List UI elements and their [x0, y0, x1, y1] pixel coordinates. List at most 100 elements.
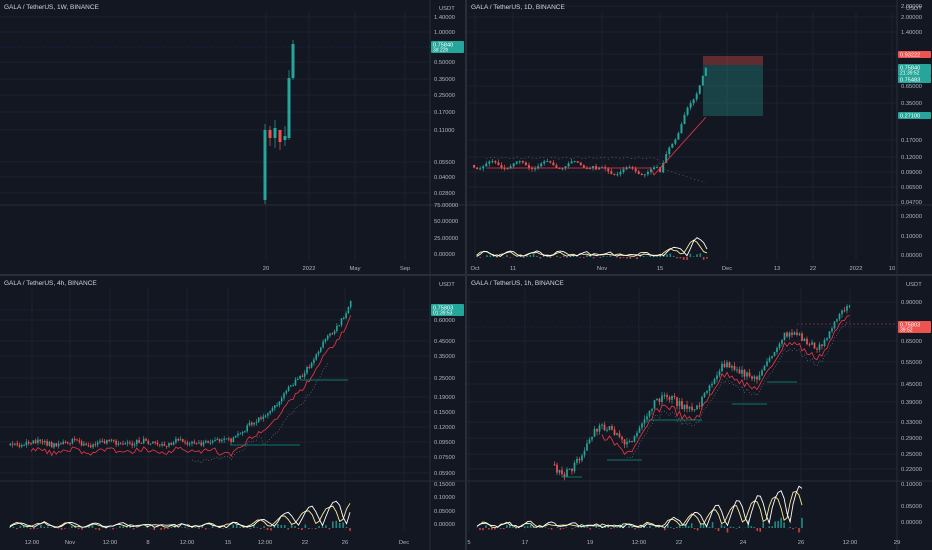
- candle-body: [808, 344, 811, 346]
- candle-body: [665, 154, 668, 163]
- histogram-bar: [71, 525, 73, 528]
- candle-body: [246, 425, 248, 432]
- candle-body: [46, 441, 48, 446]
- price-tick-label: 0.09500: [434, 440, 455, 446]
- chart-pane-1h[interactable]: USDT 0.90000 0.65000 0.55000 0.45000 0.39000 0…: [467, 276, 932, 550]
- histogram-bar: [589, 528, 592, 530]
- candle-body: [689, 103, 692, 108]
- candle-body: [106, 440, 108, 444]
- candle-body: [263, 130, 267, 200]
- candle-body: [766, 361, 768, 366]
- histogram-bar: [601, 525, 604, 528]
- candle-body: [145, 438, 147, 441]
- candle-body: [616, 433, 618, 436]
- candle-body: [9, 443, 12, 446]
- histogram-bar: [565, 527, 568, 528]
- candle-body: [588, 168, 591, 170]
- histogram-bar: [342, 522, 344, 528]
- histogram-bar: [696, 528, 699, 531]
- candle-body: [209, 442, 212, 444]
- candle-body: [776, 348, 778, 353]
- histogram-bar: [569, 256, 572, 257]
- candle-body: [11, 443, 14, 445]
- candle-body: [658, 398, 661, 402]
- candle-body: [299, 375, 301, 379]
- histogram-bar: [211, 525, 214, 528]
- chart-pane-4h[interactable]: USDT 0.60000 0.45000 0.35000 0.25000 0.19000 0…: [0, 276, 465, 550]
- histogram-bar: [201, 525, 204, 528]
- candle-body: [136, 439, 138, 445]
- candle-body: [696, 405, 698, 410]
- candle-body: [731, 365, 733, 368]
- histogram-bar: [98, 528, 101, 531]
- candle-body: [756, 376, 758, 380]
- candle-body: [643, 174, 646, 176]
- candle-body: [67, 442, 69, 444]
- histogram-bar: [476, 254, 478, 257]
- indicator-tick-label: 0.00000: [434, 252, 455, 258]
- histogram-bar: [583, 526, 586, 528]
- histogram-bar: [526, 255, 528, 257]
- candle-body: [673, 395, 676, 398]
- price-tick-label: 0.33000: [901, 420, 922, 426]
- candle-body: [527, 165, 530, 168]
- time-tick-label: 22: [302, 540, 308, 546]
- time-tick-label: 13: [774, 266, 780, 272]
- histogram-bar: [636, 257, 638, 260]
- candle-body: [268, 130, 272, 138]
- candle-body: [563, 474, 566, 477]
- 4h-chart-svg[interactable]: USDT 0.60000 0.45000 0.35000 0.25000 0.19000 0…: [0, 276, 465, 550]
- histogram-bar: [696, 254, 698, 257]
- candle-body: [831, 328, 833, 332]
- histogram-bar: [720, 524, 723, 528]
- candle-body: [278, 130, 282, 142]
- candle-body: [179, 439, 182, 441]
- chart-pane-weekly[interactable]: USDT 1.40000 1.00000 0.50000 0.35000 0.25000 0…: [0, 0, 465, 274]
- histogram-bar: [604, 525, 607, 528]
- histogram-bar: [634, 528, 636, 530]
- pane-title: GALA / TetherUS, 1W, BINANCE: [4, 4, 99, 11]
- histogram-bar: [649, 254, 652, 257]
- candle-body: [638, 427, 641, 433]
- price-label-countdown: 21:39:52: [900, 71, 920, 77]
- 1h-chart-svg[interactable]: USDT 0.90000 0.65000 0.55000 0.45000 0.39000 0…: [467, 276, 932, 550]
- histogram-bar: [496, 257, 498, 258]
- histogram-bar: [616, 526, 618, 528]
- candle-body: [349, 301, 352, 308]
- candle-body: [317, 351, 320, 355]
- histogram-bar: [280, 524, 283, 528]
- histogram-bar: [646, 527, 648, 528]
- histogram-bar: [321, 526, 324, 528]
- histogram-bar: [95, 528, 97, 530]
- candle-body: [698, 405, 701, 407]
- candle-body: [841, 310, 843, 315]
- moving-average-line: [30, 314, 352, 457]
- histogram-bar: [675, 526, 678, 528]
- candle-body: [297, 378, 299, 380]
- candle-body: [283, 393, 285, 399]
- candle-body: [228, 438, 230, 440]
- chart-pane-daily[interactable]: USDT2.800002.000001.400001.000000.650000…: [467, 0, 932, 274]
- histogram-bar: [626, 257, 628, 259]
- price-label-countdown: 3d 22h: [433, 48, 449, 54]
- histogram-bar: [304, 524, 307, 528]
- candle-body: [473, 165, 476, 168]
- candle-body: [570, 161, 573, 164]
- candle-body: [122, 443, 124, 445]
- candle-body: [161, 443, 163, 446]
- weekly-chart-svg[interactable]: USDT 1.40000 1.00000 0.50000 0.35000 0.25000 0…: [0, 0, 465, 274]
- candle-body: [788, 332, 791, 337]
- histogram-bar: [318, 526, 320, 528]
- candle-body: [152, 441, 154, 444]
- time-tick-label: 15: [657, 266, 663, 272]
- histogram-bar: [338, 522, 341, 528]
- candle-body: [182, 439, 184, 442]
- indicator-tick-label: 0.10000: [901, 234, 922, 240]
- pane-divider-horizontal[interactable]: [0, 274, 932, 276]
- price-tick-label: 0.15000: [434, 410, 455, 416]
- daily-chart-svg[interactable]: USDT2.800002.000001.400001.000000.650000…: [467, 0, 932, 274]
- candle-body: [603, 424, 606, 431]
- candle-body: [583, 450, 586, 456]
- candle-body: [546, 161, 549, 163]
- candle-body: [746, 372, 748, 377]
